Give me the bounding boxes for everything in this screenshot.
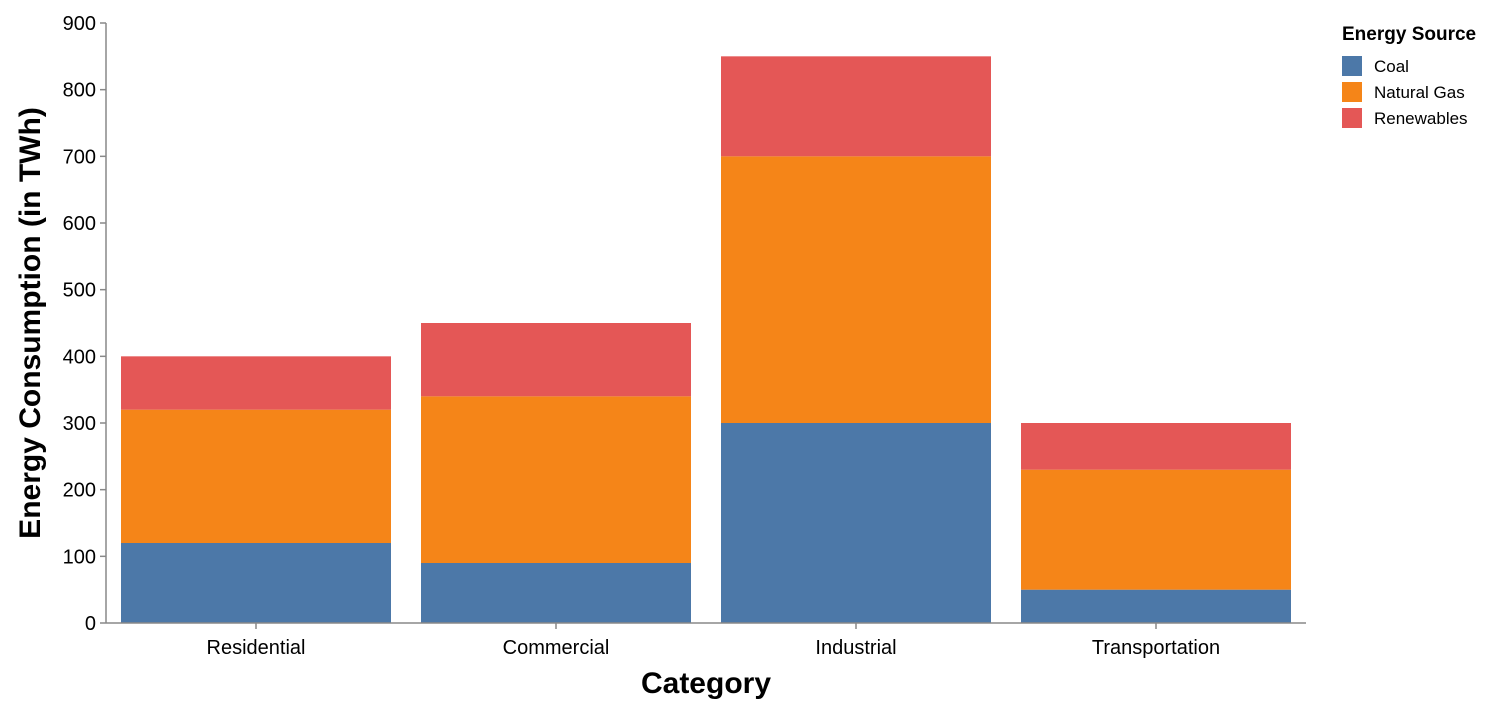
bar-industrial-coal xyxy=(721,423,991,623)
x-tick-label: Industrial xyxy=(815,637,896,659)
x-tick-label: Transportation xyxy=(1092,637,1220,659)
bar-industrial-natural-gas xyxy=(721,156,991,423)
bar-transportation-natural-gas xyxy=(1021,469,1291,590)
y-axis: 0 100 200 300 400 500 600 700 800 900 xyxy=(63,13,107,635)
bar-industrial-renewables xyxy=(721,56,991,157)
y-axis-title: Energy Consumption (in TWh) xyxy=(14,107,47,539)
bar-transportation-coal xyxy=(1021,589,1291,623)
y-tick-label: 100 xyxy=(63,546,96,568)
bar-residential-natural-gas xyxy=(121,409,391,543)
y-tick-label: 300 xyxy=(63,413,96,435)
y-tick-label: 200 xyxy=(63,480,96,502)
legend-label: Coal xyxy=(1374,57,1409,76)
x-tick-label: Commercial xyxy=(503,637,610,659)
x-axis-title: Category xyxy=(641,667,771,700)
legend-swatch-renewables xyxy=(1342,108,1362,128)
y-tick-label: 400 xyxy=(63,346,96,368)
y-tick-label: 700 xyxy=(63,146,96,168)
legend-swatch-natural-gas xyxy=(1342,82,1362,102)
y-tick-label: 800 xyxy=(63,80,96,102)
legend-title: Energy Source xyxy=(1342,24,1476,45)
legend-label: Renewables xyxy=(1374,109,1468,128)
bar-commercial-coal xyxy=(421,563,691,623)
bar-commercial-renewables xyxy=(421,323,691,397)
y-tick-label: 600 xyxy=(63,213,96,235)
legend-label: Natural Gas xyxy=(1374,83,1465,102)
bar-commercial-natural-gas xyxy=(421,396,691,563)
bar-transportation-renewables xyxy=(1021,423,1291,470)
legend-swatch-coal xyxy=(1342,56,1362,76)
bar-residential-renewables xyxy=(121,356,391,410)
y-tick-label: 0 xyxy=(85,613,96,635)
bar-residential-coal xyxy=(121,543,391,623)
x-tick-label: Residential xyxy=(207,637,306,659)
bars-group xyxy=(121,56,1291,623)
y-tick-label: 500 xyxy=(63,280,96,302)
legend: Energy Source Coal Natural Gas Renewables xyxy=(1342,24,1476,128)
x-axis: Residential Commercial Industrial Transport… xyxy=(106,622,1306,659)
y-tick-label: 900 xyxy=(63,13,96,35)
